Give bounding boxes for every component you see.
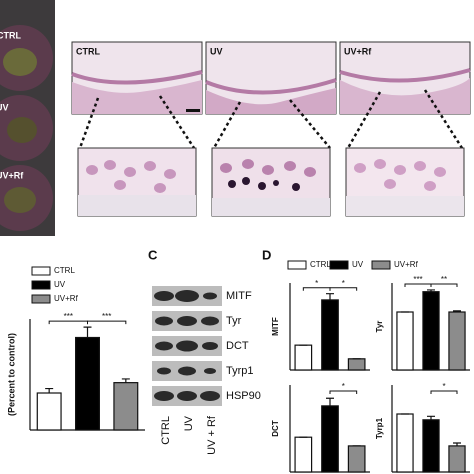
histology-label: UV+Rf [344,46,372,56]
bar [422,291,440,371]
blot-band [177,391,197,401]
y-axis-label: Tyrp1 [375,417,384,439]
blot-band [178,366,196,376]
blot-label: HSP90 [226,390,261,402]
photo-label: UV+Rf [0,170,24,180]
histology-images [71,41,471,115]
error-bar [427,415,435,420]
significance-label: *** [64,312,73,321]
bar [294,344,313,371]
legend-label: CTRL [310,260,331,269]
blot-band [175,290,199,302]
histology-label: UV [210,46,223,56]
legend-swatch [31,266,51,276]
bar [396,413,414,473]
bar [75,336,100,431]
bar [36,392,62,431]
error-bar [45,387,54,393]
significance-label: * [342,279,345,288]
blot-band [203,292,217,300]
blot-band [154,391,174,401]
y-axis-label: DCT [271,420,280,437]
legend-swatch [31,280,51,290]
significance-bracket [48,320,88,325]
blot-band [177,316,197,326]
blot-band [155,316,173,326]
bar [422,419,440,473]
legend-swatch [371,260,391,270]
panel-letter: D [262,247,271,262]
error-bar [427,289,435,292]
significance-label: *** [413,275,422,284]
bar [321,405,339,473]
error-bar [121,378,130,383]
error-bar [453,442,461,446]
y-axis-label: (Percent to control) [6,333,16,416]
error-bar [83,326,92,338]
significance-bracket [329,390,358,394]
blot-label: Tyrp1 [226,365,254,377]
histology-label: CTRL [76,46,100,56]
legend-swatch [329,260,349,270]
bar [347,358,366,371]
blot-band [155,341,173,351]
panel-letter: C [148,247,158,262]
significance-bracket [404,283,432,287]
blot-band [202,342,218,350]
western-blot [152,286,222,406]
error-bar [326,293,334,300]
legend-label: UV [352,260,364,269]
bar [294,436,313,473]
bar [396,311,414,371]
significance-label: * [342,382,345,391]
bar [448,445,466,473]
blot-band [154,291,174,301]
bar [113,382,139,431]
bar [448,311,466,371]
y-axis-label: Tyr [375,321,384,333]
zoom-lines [78,89,464,149]
significance-label: *** [102,312,111,321]
legend-swatch [287,260,307,270]
zoom-images [77,147,465,217]
significance-label: * [442,382,445,391]
legend-swatch [31,294,51,304]
significance-bracket [87,320,127,325]
blot-label: MITF [226,290,252,302]
bar [321,299,339,371]
significance-label: ** [441,275,447,284]
blot-band [204,368,216,374]
lane-label: UV + Rf [206,415,218,455]
blot-label: DCT [226,340,249,352]
dishes [0,25,53,231]
error-bar [453,310,461,312]
significance-bracket [329,287,358,291]
bar [347,445,366,473]
significance-bracket [302,287,331,291]
significance-bracket [430,390,458,394]
photo-label: UV [0,102,9,112]
y-axis-label: MITF [271,317,280,336]
blot-band [200,391,220,401]
significance-label: * [315,279,318,288]
legend-label: CTRL [54,266,75,275]
photo-label: CTRL [0,30,21,40]
blot-label: Tyr [226,315,242,327]
blot-band [176,340,198,352]
legend-label: UV [54,280,66,289]
significance-bracket [430,283,458,287]
legend-label: UV+Rf [54,294,79,303]
legend-label: UV+Rf [394,260,419,269]
blot-band [201,316,219,326]
error-bar [326,397,334,406]
lane-label: UV [183,415,195,431]
blot-band [157,367,171,375]
lane-label: CTRL [160,416,172,445]
